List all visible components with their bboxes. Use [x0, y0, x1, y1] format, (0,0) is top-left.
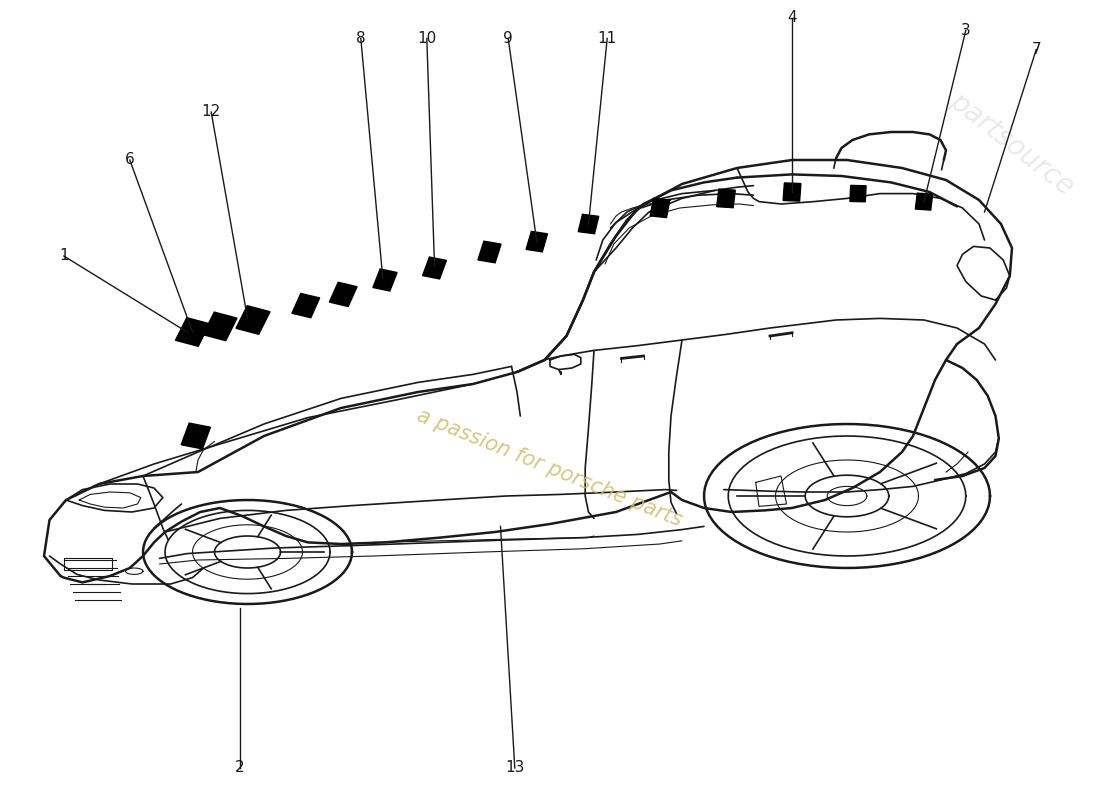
Text: 1: 1 — [59, 249, 68, 263]
Polygon shape — [650, 198, 670, 218]
Polygon shape — [176, 318, 209, 346]
Text: 2: 2 — [235, 761, 244, 775]
Polygon shape — [915, 193, 933, 210]
Text: 12: 12 — [201, 105, 221, 119]
Text: 6: 6 — [125, 153, 134, 167]
Polygon shape — [478, 242, 500, 262]
Text: 13: 13 — [505, 761, 525, 775]
Text: 11: 11 — [597, 31, 617, 46]
Text: partsource: partsource — [945, 87, 1079, 201]
Polygon shape — [373, 269, 397, 291]
Polygon shape — [850, 186, 866, 202]
Text: 4: 4 — [788, 10, 796, 25]
Polygon shape — [717, 189, 735, 208]
Polygon shape — [579, 214, 598, 234]
Polygon shape — [236, 306, 270, 334]
Text: 7: 7 — [1032, 42, 1041, 57]
Polygon shape — [329, 282, 358, 306]
Text: a passion for porsche parts: a passion for porsche parts — [415, 406, 685, 530]
Polygon shape — [783, 183, 801, 201]
Polygon shape — [422, 257, 447, 279]
Text: 9: 9 — [504, 31, 513, 46]
Text: 3: 3 — [961, 23, 970, 38]
Text: 10: 10 — [417, 31, 437, 46]
Polygon shape — [204, 312, 236, 341]
Text: 8: 8 — [356, 31, 365, 46]
Polygon shape — [182, 423, 210, 449]
Polygon shape — [292, 294, 320, 318]
Polygon shape — [526, 231, 548, 252]
